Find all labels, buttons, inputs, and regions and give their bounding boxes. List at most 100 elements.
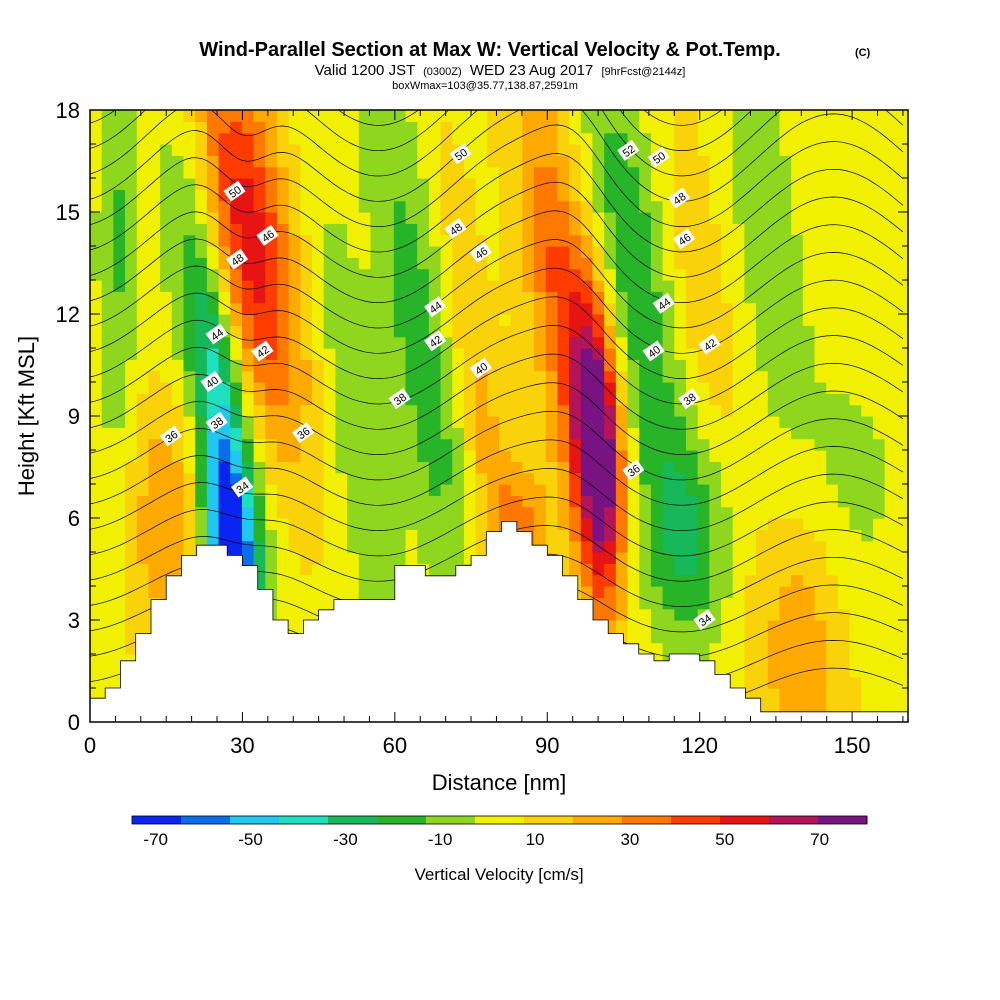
field-cell: [522, 144, 535, 156]
field-cell: [253, 506, 266, 519]
field-cell: [557, 359, 570, 372]
field-cell: [428, 438, 442, 451]
field-cell: [709, 506, 722, 519]
field-cell: [335, 574, 348, 587]
field-cell: [440, 450, 453, 462]
field-cell: [732, 178, 745, 190]
field-cell: [604, 302, 617, 315]
field-cell: [604, 540, 617, 553]
field-cell: [534, 325, 547, 338]
field-cell: [463, 495, 477, 508]
field-cell: [884, 495, 897, 508]
field-cell: [872, 325, 886, 338]
field-cell: [779, 302, 792, 315]
field-cell: [884, 540, 897, 553]
field-cell: [779, 552, 792, 564]
field-cell: [802, 529, 816, 542]
field-cell: [428, 461, 442, 474]
field-cell: [125, 121, 138, 134]
field-cell: [534, 370, 547, 383]
field-cell: [113, 223, 126, 236]
field-cell: [767, 450, 781, 462]
field-cell: [288, 155, 301, 168]
field-cell: [347, 382, 360, 394]
field-cell: [382, 461, 395, 474]
field-cell: [183, 200, 196, 213]
field-cell: [90, 529, 103, 542]
field-cell: [627, 189, 640, 202]
field-cell: [206, 291, 220, 304]
field-cell: [312, 472, 325, 485]
field-cell: [417, 189, 430, 202]
x-tick-label: 30: [230, 733, 254, 758]
colorbar-tick-label: -70: [143, 830, 168, 849]
field-cell: [370, 416, 383, 428]
field-cell: [522, 336, 535, 349]
field-cell: [125, 540, 138, 553]
field-cell: [580, 155, 594, 168]
field-cell: [370, 518, 383, 530]
field-cell: [814, 529, 827, 542]
field-cell: [721, 506, 734, 519]
field-cell: [744, 234, 757, 247]
field-cell: [861, 257, 874, 270]
field-cell: [557, 461, 570, 474]
field-cell: [136, 574, 150, 587]
field-cell: [814, 427, 827, 440]
field-cell: [545, 484, 559, 496]
field-cell: [487, 110, 500, 122]
field-cell: [276, 472, 290, 485]
field-cell: [253, 132, 266, 145]
field-cell: [744, 620, 757, 632]
field-cell: [113, 427, 126, 440]
field-cell: [358, 450, 372, 462]
field-cell: [276, 302, 290, 315]
field-cell: [312, 314, 325, 326]
field-cell: [826, 427, 839, 440]
field-cell: [195, 110, 208, 122]
field-cell: [499, 427, 512, 440]
field-cell: [90, 438, 103, 451]
field-cell: [335, 348, 348, 360]
field-cell: [463, 132, 477, 145]
field-cell: [171, 314, 185, 326]
field-cell: [288, 212, 301, 224]
field-cell: [335, 416, 348, 428]
field-cell: [685, 484, 699, 496]
field-cell: [312, 234, 325, 247]
field-cell: [417, 552, 430, 564]
field-cell: [580, 461, 594, 474]
field-cell: [393, 166, 407, 179]
field-cell: [639, 189, 652, 202]
field-cell: [639, 393, 652, 406]
field-cell: [230, 302, 243, 315]
field-cell: [90, 631, 103, 644]
field-cell: [148, 166, 161, 179]
field-cell: [662, 427, 675, 440]
field-cell: [814, 393, 827, 406]
field-cell: [323, 234, 336, 247]
field-cell: [253, 540, 266, 553]
field-cell: [300, 563, 313, 576]
field-cell: [160, 178, 173, 190]
field-cell: [499, 370, 512, 383]
field-cell: [475, 121, 488, 134]
field-cell: [814, 348, 827, 360]
field-cell: [837, 257, 851, 270]
field-cell: [370, 234, 383, 247]
field-cell: [557, 144, 570, 156]
field-cell: [499, 302, 512, 315]
field-cell: [405, 246, 418, 258]
field-cell: [802, 484, 816, 496]
field-cell: [183, 189, 196, 202]
field-cell: [814, 189, 827, 202]
field-cell: [148, 370, 161, 383]
field-cell: [627, 291, 640, 304]
field-cell: [767, 178, 781, 190]
field-cell: [884, 359, 897, 372]
field-cell: [382, 336, 395, 349]
field-cell: [101, 393, 114, 406]
field-cell: [499, 223, 512, 236]
field-cell: [639, 234, 652, 247]
field-cell: [265, 529, 278, 542]
